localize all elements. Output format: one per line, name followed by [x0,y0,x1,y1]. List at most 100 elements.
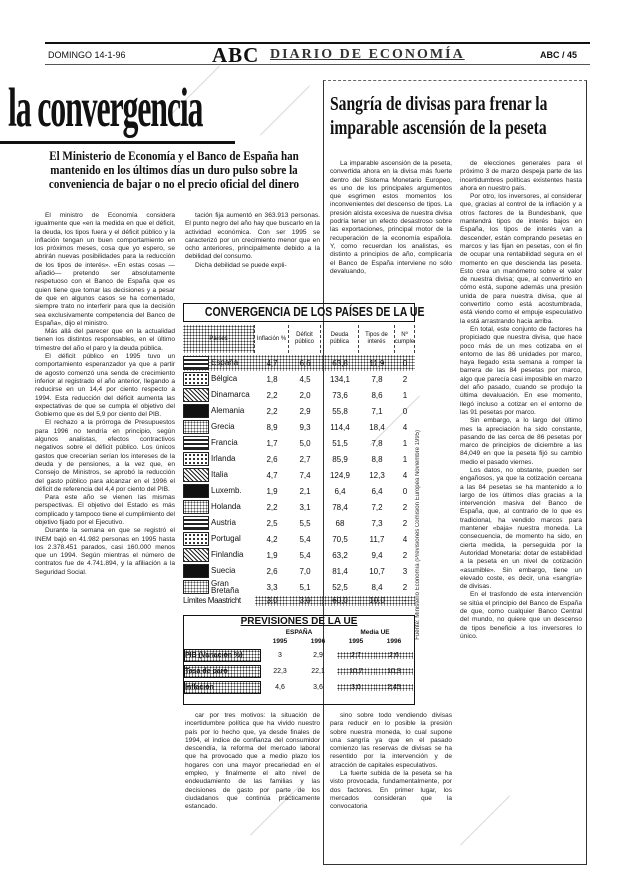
cell: 1,9 [266,486,278,496]
paragraph: En total, este conjunto de factores ha p… [460,325,582,416]
cell: 9,4 [371,550,383,560]
cell: 3,0 [255,596,289,606]
cell: 4,6 [275,683,285,691]
cell: 8,6 [371,390,383,400]
country-pattern-swatch [183,404,209,418]
country-name: Finlandia [211,550,244,560]
cell: 2,7 [299,454,311,464]
cell: 3,6 [313,683,323,691]
paragraph: La imparable ascensión de la peseta, con… [330,160,452,275]
cell: 2,6 [266,566,278,576]
table-row: Portugal 4,2 5,4 70,5 11,7 4 [183,531,415,547]
table-row: Suecia 2,6 7,0 81,4 10,7 3 [183,563,415,579]
year: 1995 [348,638,364,645]
table-body: España 4,7 6,6 63,8 11,9 0 Bélgica 1,8 4,5 134,1 7… [183,355,415,595]
country-name: Francia [211,438,238,448]
forecast-label: Inflación [184,680,261,694]
paragraph: Sin embargo, a lo largo del último mes l… [460,417,582,466]
cell: 4,2 [266,534,278,544]
cell: 8,8 [371,454,383,464]
country-pattern-swatch [183,436,209,450]
cell: 2,9 [313,651,323,659]
country-pattern-swatch [183,532,209,546]
table-row: Italia 4,7 7,4 124,9 12,3 4 [183,467,415,483]
cell: 78,4 [332,502,348,512]
section-title: DIARIO DE ECONOMÍA [270,47,465,62]
cell: 12,3 [369,470,385,480]
country-pattern-swatch [183,388,209,402]
cell: 1 [402,390,408,400]
cell: 2,2 [266,502,278,512]
cell: 60,0 [321,596,359,606]
paragraph: Por otro, los inversores, al considerar … [460,193,582,325]
country-name: Bélgica [211,374,238,384]
cell: 68 [335,518,345,528]
forecast-label: PIB (Variación %) [184,648,261,662]
cell: 1 [402,438,408,448]
cell: 3,0 [289,596,321,606]
cell: 3 [278,651,282,659]
table-row: Gran Bretaña 3,3 5,1 52,5 8,4 2 [183,579,415,595]
cell: 70,5 [332,534,348,544]
col-header: Deuda pública [321,325,359,353]
table-title: CONVERGENCIA DE LOS PAÍSES DE LA UE [183,303,424,322]
cell: 2,7 [337,651,375,659]
cell: 73,6 [332,390,348,400]
cell: 3,1 [299,502,311,512]
group-spain: ESPAÑA [285,629,313,636]
country-name: Irlanda [211,454,236,464]
country-pattern-swatch [183,452,209,466]
table-row: Dinamarca 2,2 2,0 73,6 8,6 1 [183,387,415,403]
country-pattern-swatch [183,356,209,370]
paragraph: En el trasfondo de esta intervención se … [460,591,582,640]
cell: 10,7 [369,566,385,576]
left-headline: la convergencia [8,77,203,138]
country-pattern-swatch [183,564,209,578]
cell: 22,1 [311,667,325,675]
cell: 0 [402,486,408,496]
header-rule [45,64,590,65]
header-rule [45,42,590,44]
cell: 63,2 [332,550,348,560]
country-name: Holanda [211,502,241,512]
headline-rule [0,141,235,144]
left-subhead: El Ministerio de Economía y el Banco de … [48,148,300,191]
left-article-column-2: tación fija aumentó en 363.913 personas.… [185,212,320,296]
paragraph: Para este año se vienen las mismas persp… [35,494,175,526]
paragraph: La fuerte subida de la peseta se ha vist… [330,770,452,811]
country-pattern-swatch [183,468,209,482]
forecast-label: Tasa de paro [184,664,261,678]
cell: 5,4 [299,550,311,560]
col-header: Inflación % [255,325,289,353]
cell: 6,4 [371,486,383,496]
cell: 0 [402,406,408,416]
paragraph: sino sobre todo vendiendo divisas para r… [330,712,452,769]
cell: 1 [402,454,408,464]
group-eu: Media UE [360,629,390,636]
cell: 7,8 [371,438,383,448]
cell: 2 [402,582,408,592]
cell: 2,9 [299,406,311,416]
cell: 5,5 [299,518,311,528]
table-row: Irlanda 2,6 2,7 85,9 8,8 1 [183,451,415,467]
table-row: Alemania 2,2 2,9 55,8 7,1 0 [183,403,415,419]
col-header: Tipos de interés [359,325,395,353]
cell: 2 [402,502,408,512]
cell: 55,8 [332,406,348,416]
country-name: Italia [211,470,228,480]
cell: 10,3 [375,667,413,675]
cell: 11,7 [369,534,385,544]
paragraph: El ministro de Economía considera igualm… [35,212,175,327]
paragraph: El rechazo a la prórroga de Presupuestos… [35,419,175,493]
cell: 5,1 [299,582,311,592]
table-row: Finlandia 1,9 5,4 63,2 9,4 2 [183,547,415,563]
country-pattern-swatch [183,580,209,594]
cell: 5,4 [299,534,311,544]
table-row: Bélgica 1,8 4,5 134,1 7,8 2 [183,371,415,387]
cell: 7,0 [299,566,311,576]
right-article-column-2: de elecciones generales para el próximo … [460,160,582,862]
paragraph: Los datos, no obstante, pueden ser engañ… [460,466,582,591]
table-row: Holanda 2,2 3,1 78,4 7,2 2 [183,499,415,515]
cell: 5,0 [299,438,311,448]
table-row: Austria 2,5 5,5 68 7,3 2 [183,515,415,531]
